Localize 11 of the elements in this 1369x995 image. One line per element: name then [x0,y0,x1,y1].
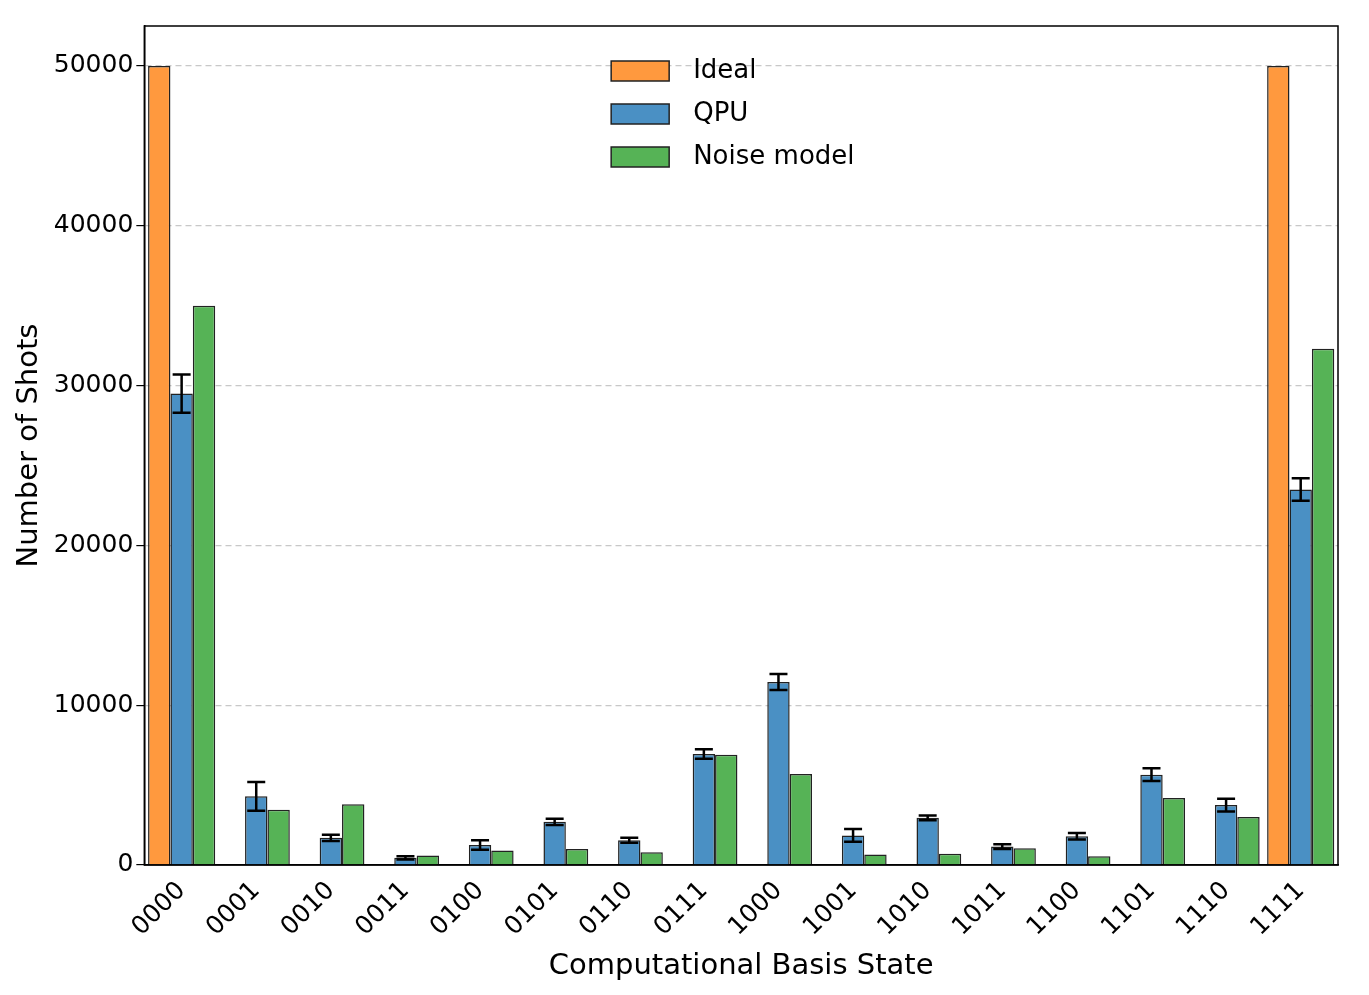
y-tick-label: 0 [117,848,134,878]
y-tick-label: 50000 [53,49,134,79]
y-tick-label: 40000 [53,209,134,239]
legend-label: Ideal [693,53,757,84]
y-tick-label: 20000 [53,528,134,558]
y-tick-label: 10000 [53,688,134,718]
legend-label: Noise model [693,139,855,170]
y-axis-title: Number of Shots [9,323,44,568]
x-axis-title: Computational Basis State [548,947,934,982]
legend-label: QPU [693,96,749,127]
y-tick-label: 30000 [53,369,134,399]
